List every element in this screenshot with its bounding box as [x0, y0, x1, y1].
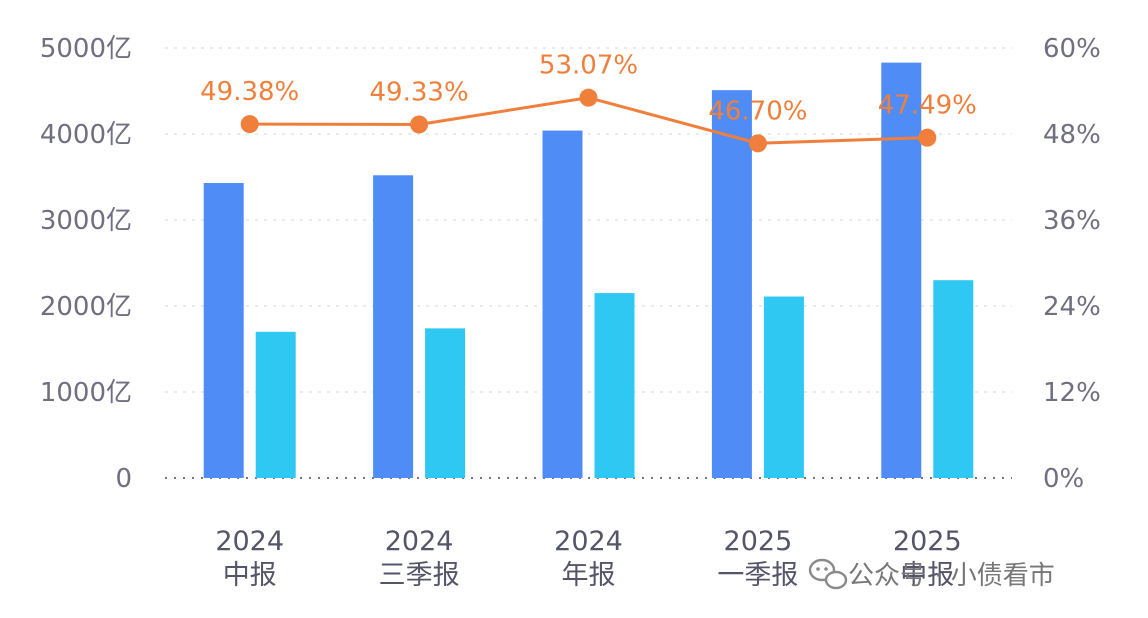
- bar-s2-2: [425, 328, 466, 478]
- ratio-data-label: 53.07%: [539, 51, 638, 81]
- ratio-data-label: 49.38%: [200, 77, 299, 107]
- right-tick-label: 60%: [1043, 34, 1101, 64]
- category-year-label: 2024: [215, 526, 284, 557]
- bar-s2-4: [763, 296, 804, 478]
- ratio-point-2: [410, 115, 429, 134]
- bar-s2-3: [594, 293, 635, 478]
- right-tick-label: 24%: [1043, 292, 1101, 322]
- right-tick-label: 36%: [1043, 206, 1101, 236]
- watermark: 公众号 · 小债看市: [808, 558, 1055, 591]
- ratio-data-label: 47.49%: [878, 91, 977, 121]
- bar-s1-4: [711, 90, 752, 478]
- left-tick-label: 3000亿: [40, 206, 132, 236]
- right-tick-label: 0%: [1043, 464, 1084, 494]
- category-period-label: 中报: [223, 560, 277, 591]
- ratio-point-5: [918, 128, 937, 147]
- bar-s2-1: [255, 331, 296, 478]
- bar-s2-5: [933, 280, 974, 478]
- bar-s1-3: [542, 130, 583, 478]
- bar-s1-1: [203, 183, 244, 478]
- wechat-icon: [808, 558, 848, 590]
- right-tick-label: 12%: [1043, 378, 1101, 408]
- left-tick-label: 2000亿: [40, 292, 132, 322]
- right-tick-label: 48%: [1043, 120, 1101, 150]
- left-tick-label: 5000亿: [40, 34, 132, 64]
- left-tick-label: 1000亿: [40, 378, 132, 408]
- bars-layer: [203, 62, 974, 479]
- grid-layer: [165, 47, 1012, 479]
- ratio-data-label: 46.70%: [708, 96, 807, 126]
- category-period-label: 中报: [900, 560, 954, 591]
- category-year-label: 2024: [554, 526, 623, 557]
- category-year-label: 2025: [893, 526, 962, 557]
- category-year-label: 2024: [385, 526, 454, 557]
- category-year-label: 2025: [724, 526, 793, 557]
- left-axis: 0 1000亿 2000亿 3000亿 4000亿 5000亿: [40, 34, 132, 494]
- ratio-point-1: [240, 115, 259, 134]
- category-period-label: 一季报: [717, 560, 798, 591]
- bar-s1-2: [373, 175, 414, 478]
- left-tick-label: 0: [115, 464, 132, 494]
- line-layer: 49.38% 49.33% 53.07% 46.70% 47.49%: [200, 51, 977, 153]
- ratio-point-4: [748, 134, 767, 153]
- bar-s1-5: [881, 62, 922, 479]
- ratio-data-label: 49.33%: [370, 77, 469, 107]
- watermark-text: 公众号 · 小债看市: [848, 561, 1055, 591]
- left-tick-label: 4000亿: [40, 120, 132, 150]
- ratio-point-3: [579, 88, 598, 107]
- right-axis: 0% 12% 24% 36% 48% 60%: [1043, 34, 1101, 494]
- category-period-label: 三季报: [379, 560, 460, 591]
- category-period-label: 年报: [562, 560, 616, 591]
